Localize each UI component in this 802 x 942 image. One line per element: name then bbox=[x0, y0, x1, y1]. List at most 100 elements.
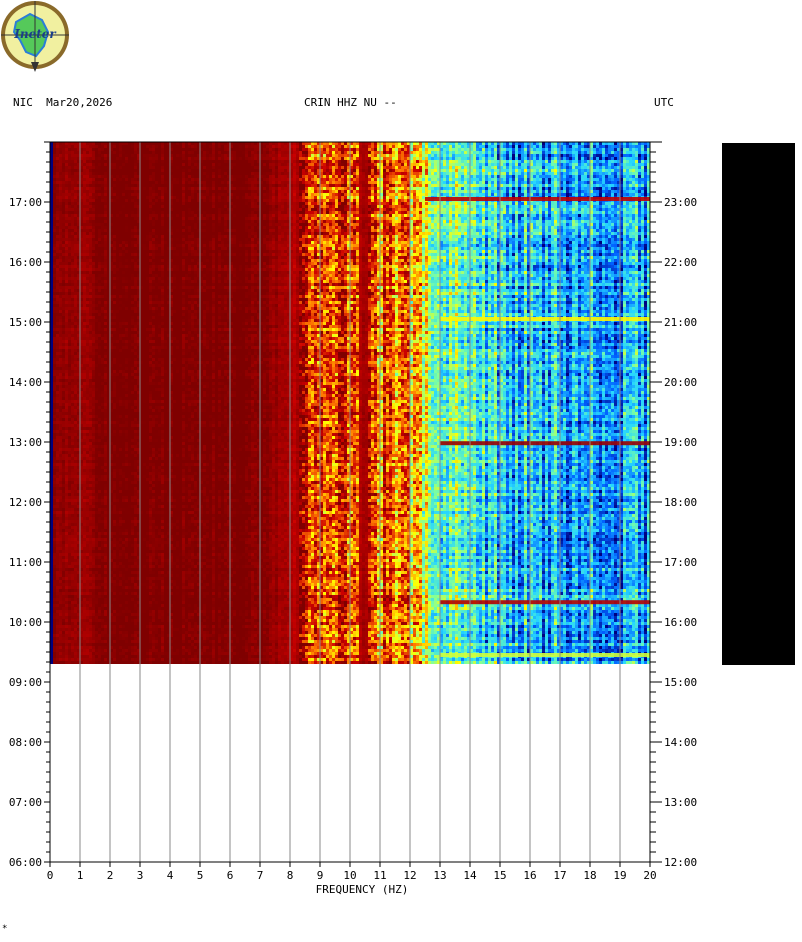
heatmap-cell bbox=[494, 172, 497, 175]
heatmap-cell bbox=[389, 145, 392, 148]
heatmap-cell bbox=[119, 202, 122, 205]
heatmap-cell bbox=[104, 175, 107, 178]
heatmap-cell bbox=[599, 154, 602, 157]
heatmap-cell bbox=[509, 151, 512, 154]
heatmap-cell bbox=[131, 190, 134, 193]
heatmap-cell bbox=[428, 190, 431, 193]
heatmap-cell bbox=[458, 160, 461, 163]
heatmap-cell bbox=[89, 199, 92, 202]
heatmap-cell bbox=[449, 160, 452, 163]
heatmap-cell bbox=[416, 145, 419, 148]
heatmap-cell bbox=[266, 160, 269, 163]
heatmap-cell bbox=[65, 169, 68, 172]
heatmap-cell bbox=[209, 187, 212, 190]
heatmap-cell bbox=[149, 202, 152, 205]
heatmap-cell bbox=[422, 214, 425, 217]
heatmap-cell bbox=[404, 163, 407, 166]
heatmap-cell bbox=[113, 211, 116, 214]
heatmap-cell bbox=[392, 178, 395, 181]
heatmap-cell bbox=[365, 163, 368, 166]
heatmap-cell bbox=[518, 163, 521, 166]
heatmap-cell bbox=[266, 187, 269, 190]
heatmap-cell bbox=[341, 157, 344, 160]
heatmap-cell bbox=[143, 184, 146, 187]
heatmap-cell bbox=[473, 157, 476, 160]
heatmap-cell bbox=[641, 145, 644, 148]
heatmap-cell bbox=[389, 187, 392, 190]
heatmap-cell bbox=[311, 172, 314, 175]
heatmap-cell bbox=[125, 193, 128, 196]
heatmap-cell bbox=[383, 175, 386, 178]
heatmap-cell bbox=[389, 148, 392, 151]
heatmap-cell bbox=[101, 211, 104, 214]
heatmap-cell bbox=[572, 172, 575, 175]
heatmap-cell bbox=[92, 154, 95, 157]
heatmap-cell bbox=[113, 175, 116, 178]
heatmap-cell bbox=[62, 172, 65, 175]
heatmap-cell bbox=[476, 181, 479, 184]
heatmap-cell bbox=[602, 157, 605, 160]
heatmap-cell bbox=[488, 211, 491, 214]
heatmap-cell bbox=[98, 151, 101, 154]
heatmap-cell bbox=[212, 196, 215, 199]
heatmap-cell bbox=[644, 166, 647, 169]
heatmap-cell bbox=[422, 178, 425, 181]
heatmap-cell bbox=[323, 214, 326, 217]
heatmap-cell bbox=[209, 205, 212, 208]
heatmap-cell bbox=[248, 148, 251, 151]
heatmap-cell bbox=[605, 178, 608, 181]
heatmap-cell bbox=[278, 160, 281, 163]
heatmap-cell bbox=[515, 175, 518, 178]
heatmap-cell bbox=[281, 214, 284, 217]
heatmap-cell bbox=[131, 208, 134, 211]
heatmap-cell bbox=[434, 184, 437, 187]
heatmap-cell bbox=[182, 214, 185, 217]
heatmap-cell bbox=[233, 202, 236, 205]
heatmap-cell bbox=[605, 151, 608, 154]
heatmap-cell bbox=[191, 169, 194, 172]
heatmap-cell bbox=[245, 181, 248, 184]
heatmap-cell bbox=[404, 169, 407, 172]
heatmap-cell bbox=[113, 196, 116, 199]
heatmap-cell bbox=[125, 178, 128, 181]
heatmap-cell bbox=[503, 193, 506, 196]
heatmap-cell bbox=[176, 151, 179, 154]
heatmap-cell bbox=[272, 160, 275, 163]
heatmap-cell bbox=[509, 178, 512, 181]
heatmap-cell bbox=[233, 163, 236, 166]
heatmap-cell bbox=[242, 175, 245, 178]
heatmap-cell bbox=[56, 211, 59, 214]
heatmap-cell bbox=[434, 178, 437, 181]
heatmap-cell bbox=[311, 166, 314, 169]
heatmap-cell bbox=[56, 178, 59, 181]
heatmap-cell bbox=[452, 202, 455, 205]
heatmap-cell bbox=[269, 178, 272, 181]
heatmap-cell bbox=[302, 208, 305, 211]
heatmap-cell bbox=[506, 208, 509, 211]
heatmap-cell bbox=[128, 169, 131, 172]
heatmap-cell bbox=[374, 175, 377, 178]
heatmap-cell bbox=[146, 184, 149, 187]
heatmap-cell bbox=[131, 184, 134, 187]
heatmap-cell bbox=[506, 151, 509, 154]
heatmap-cell bbox=[464, 181, 467, 184]
heatmap-cell bbox=[239, 154, 242, 157]
heatmap-cell bbox=[515, 178, 518, 181]
heatmap-cell bbox=[581, 169, 584, 172]
heatmap-cell bbox=[485, 151, 488, 154]
heatmap-cell bbox=[224, 175, 227, 178]
heatmap-cell bbox=[623, 145, 626, 148]
heatmap-cell bbox=[632, 208, 635, 211]
heatmap-cell bbox=[218, 166, 221, 169]
heatmap-cell bbox=[191, 178, 194, 181]
heatmap-cell bbox=[143, 205, 146, 208]
heatmap-cell bbox=[545, 163, 548, 166]
heatmap-cell bbox=[578, 160, 581, 163]
heatmap-cell bbox=[374, 172, 377, 175]
heatmap-cell bbox=[194, 175, 197, 178]
heatmap-cell bbox=[536, 187, 539, 190]
heatmap-cell bbox=[476, 175, 479, 178]
heatmap-cell bbox=[62, 214, 65, 217]
heatmap-cell bbox=[608, 166, 611, 169]
heatmap-cell bbox=[221, 148, 224, 151]
